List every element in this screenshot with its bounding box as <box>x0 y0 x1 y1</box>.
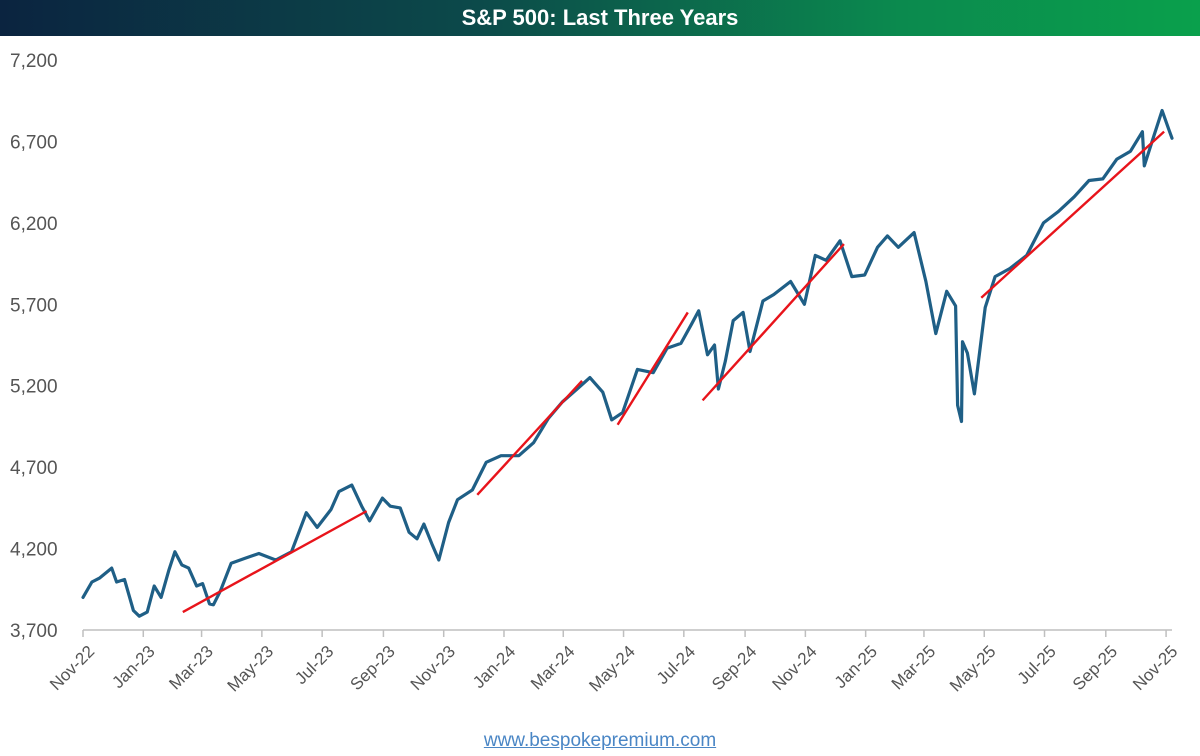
x-tick-label: May-25 <box>946 642 1000 696</box>
title-bar <box>0 0 1200 36</box>
x-tick-label: Jul-24 <box>653 642 699 688</box>
x-tick-label: Jan-25 <box>831 642 881 692</box>
y-tick-label: 5,700 <box>10 295 58 316</box>
source-link[interactable]: www.bespokepremium.com <box>483 730 717 751</box>
x-tick-label: Jul-23 <box>291 642 337 688</box>
trend-line <box>701 243 845 402</box>
x-tick-label: Nov-23 <box>407 642 459 694</box>
y-tick-label: 5,200 <box>10 377 58 398</box>
y-tick-label: 6,700 <box>10 132 58 153</box>
x-tick-label: Nov-25 <box>1129 642 1181 694</box>
trend-lines <box>182 130 1165 614</box>
y-tick-label: 7,200 <box>10 51 58 72</box>
chart-title: S&P 500: Last Three Years <box>461 5 739 30</box>
x-tick-label: Jul-25 <box>1014 642 1060 688</box>
sp500-line <box>81 108 1174 618</box>
x-tick-label: Jan-23 <box>108 642 158 692</box>
x-tick-label: May-23 <box>224 642 278 696</box>
x-tick-label: Sep-23 <box>347 642 399 694</box>
x-tick-label: Sep-24 <box>708 642 760 694</box>
y-tick-label: 4,200 <box>10 540 58 561</box>
trend-line <box>182 510 368 614</box>
x-axis-ticks: Nov-22 Jan-23 Mar-23 May-23 Jul-23 Sep-23 Nov-… <box>46 630 1181 695</box>
y-tick-label: 4,700 <box>10 458 58 479</box>
x-tick-label: Mar-25 <box>888 642 940 694</box>
y-tick-label: 3,700 <box>10 621 58 642</box>
x-tick-label: Sep-25 <box>1069 642 1121 694</box>
trend-line <box>476 380 583 496</box>
x-tick-label: Jan-24 <box>469 642 519 692</box>
y-axis-ticks: 3,700 4,200 4,700 5,200 5,700 6,200 6,700 7,200 <box>10 51 58 642</box>
x-tick-label: Mar-24 <box>527 642 579 694</box>
x-tick-label: Mar-23 <box>165 642 217 694</box>
x-tick-label: Nov-24 <box>768 642 820 694</box>
y-tick-label: 6,200 <box>10 214 58 235</box>
x-tick-label: May-24 <box>585 642 639 696</box>
trend-line <box>980 130 1165 299</box>
chart-area: 3,700 4,200 4,700 5,200 5,700 6,200 6,700 7,200… <box>10 51 1181 695</box>
x-tick-label: Nov-22 <box>46 642 98 694</box>
trend-line <box>616 311 689 426</box>
